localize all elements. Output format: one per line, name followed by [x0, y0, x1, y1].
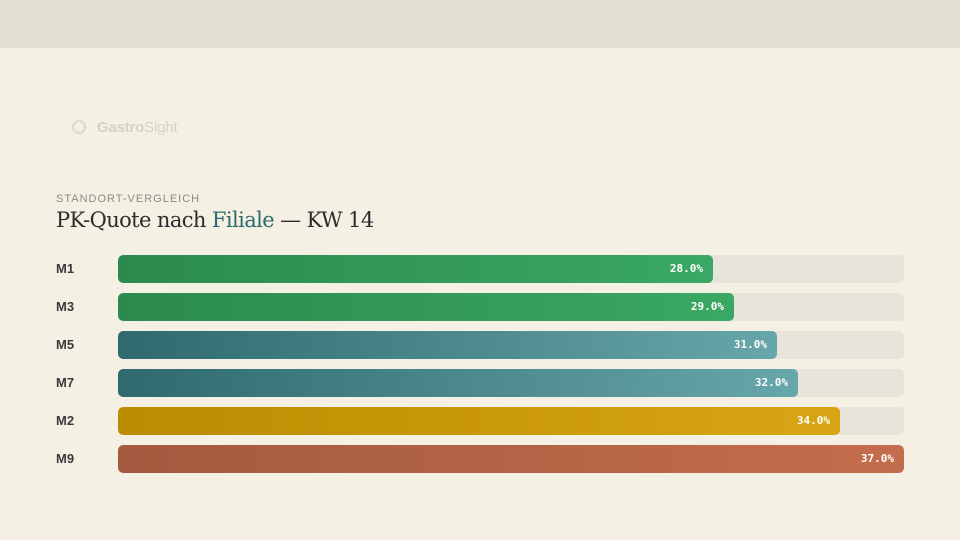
- bar-value-label: 29.0%: [690, 300, 724, 313]
- title-prefix: PK-Quote nach: [56, 208, 212, 232]
- bar-track: 28.0%: [118, 255, 904, 283]
- bar-track: 37.0%: [118, 445, 904, 473]
- bar-value-label: 31.0%: [733, 338, 767, 351]
- bar-value-label: 28.0%: [669, 262, 703, 275]
- bar-category-label: M3: [56, 299, 75, 314]
- brand-name: GastroSight: [97, 118, 178, 136]
- bar-track: 34.0%: [118, 407, 904, 435]
- bar-m1: 28.0%: [118, 255, 713, 283]
- bar-track: 29.0%: [118, 293, 904, 321]
- brand-logo: GastroSight: [72, 117, 178, 137]
- chart-title: PK-Quote nach Filiale — KW 14: [56, 208, 374, 232]
- chart-kicker: STANDORT-VERGLEICH: [56, 193, 201, 205]
- circle-logo-icon: [72, 120, 86, 134]
- title-suffix: — KW 14: [274, 208, 374, 232]
- bar-category-label: M9: [56, 451, 75, 466]
- bar-category-label: M1: [56, 261, 75, 276]
- bar-track: 31.0%: [118, 331, 904, 359]
- bar-value-label: 37.0%: [860, 452, 894, 465]
- bar-category-label: M7: [56, 375, 75, 390]
- bar-m3: 29.0%: [118, 293, 734, 321]
- brand-name-bold: Gastro: [97, 118, 145, 136]
- bar-category-label: M2: [56, 413, 75, 428]
- bar-m2: 34.0%: [118, 407, 840, 435]
- bar-track: 32.0%: [118, 369, 904, 397]
- brand-name-light: Sight: [144, 118, 178, 136]
- bar-m9: 37.0%: [118, 445, 904, 473]
- bar-value-label: 34.0%: [796, 414, 830, 427]
- bar-value-label: 32.0%: [754, 376, 788, 389]
- bar-m5: 31.0%: [118, 331, 777, 359]
- title-accent: Filiale: [211, 208, 275, 232]
- bar-category-label: M5: [56, 337, 75, 352]
- bar-m7: 32.0%: [118, 369, 798, 397]
- top-bar: [0, 0, 960, 48]
